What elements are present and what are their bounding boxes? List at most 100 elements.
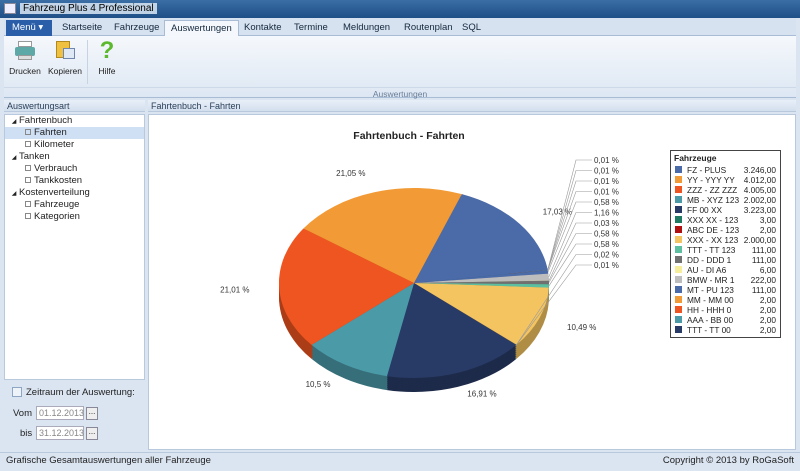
- tree-item[interactable]: Fahrten: [5, 127, 144, 139]
- tab-auswertungen[interactable]: Auswertungen: [164, 20, 239, 37]
- legend-label: YY - YYY YY: [687, 175, 735, 185]
- tree-item[interactable]: Verbrauch: [5, 163, 144, 175]
- legend-item: MT - PU 123 111,00: [674, 285, 777, 295]
- tab-routenplan[interactable]: Routenplan: [404, 22, 453, 33]
- window-title: Fahrzeug Plus 4 Professional: [20, 3, 157, 14]
- app-icon: [4, 3, 16, 14]
- node-icon: [25, 201, 31, 207]
- to-date-input[interactable]: 31.12.2013: [36, 426, 84, 440]
- legend-swatch: [675, 326, 682, 333]
- pie-label-leader-line: [548, 212, 592, 278]
- tree-item-label: Verbrauch: [34, 163, 78, 174]
- legend-item: XXX - XX 123 2.000,00: [674, 235, 777, 245]
- pie-chart: 21,05 %17,03 %0,01 %0,01 %0,01 %0,01 %0,…: [220, 156, 619, 399]
- tree-item[interactable]: Tankkosten: [5, 175, 144, 187]
- from-date-input[interactable]: 01.12.2013: [36, 406, 84, 420]
- legend-swatch: [675, 186, 682, 193]
- legend-label: ZZZ - ZZ ZZZ: [687, 185, 738, 195]
- tree-item[interactable]: ◢ Fahrtenbuch: [5, 115, 144, 127]
- tree-item[interactable]: Fahrzeuge: [5, 199, 144, 211]
- from-date-picker-button[interactable]: ...: [86, 407, 98, 420]
- help-button[interactable]: ? Hilfe: [88, 39, 126, 77]
- legend-label: AU - DI A6: [687, 265, 727, 275]
- pie-data-label: 0,03 %: [594, 219, 619, 228]
- legend-item: MB - XYZ 123 2.002,00: [674, 195, 777, 205]
- pie-data-label: 0,58 %: [594, 230, 619, 239]
- node-icon: [25, 213, 31, 219]
- tree-item[interactable]: Kilometer: [5, 139, 144, 151]
- pie-label-leader-line: [547, 159, 592, 271]
- tab-fahrzeuge[interactable]: Fahrzeuge: [114, 22, 160, 33]
- tab-meldungen[interactable]: Meldungen: [343, 22, 391, 33]
- legend-label: MB - XYZ 123: [687, 195, 740, 205]
- legend-value: 2.000,00: [743, 235, 776, 245]
- legend-swatch: [675, 236, 682, 243]
- tab-menu[interactable]: Menü ▾: [6, 20, 52, 36]
- tab-kontakte[interactable]: Kontakte: [244, 22, 282, 33]
- legend-swatch: [675, 226, 682, 233]
- pie-slice: [414, 280, 549, 285]
- pie-label-leader-line: [548, 222, 592, 281]
- tree-item[interactable]: ◢ Tanken: [5, 151, 144, 163]
- legend-value: 3,00: [759, 215, 776, 225]
- legend-value: 6,00: [759, 265, 776, 275]
- legend-value: 4.012,00: [743, 175, 776, 185]
- legend-item: XXX XX - 123 3,00: [674, 215, 777, 225]
- legend-label: BMW - MR 1: [687, 275, 735, 285]
- tree-item-label: Tanken: [19, 151, 50, 162]
- pie-label-leader-line: [547, 180, 592, 271]
- tree-item-label: Kilometer: [34, 139, 75, 150]
- tab-startseite[interactable]: Startseite: [62, 22, 103, 33]
- pie-data-label: 0,01 %: [594, 156, 619, 165]
- legend-title: Fahrzeuge: [674, 153, 717, 163]
- tree-item-label: Tankkosten: [34, 175, 83, 186]
- pie-slice: [279, 228, 414, 345]
- chart-legend: Fahrzeuge FZ - PLUS 3.246,00 YY - YYY YY 4.…: [670, 150, 781, 338]
- ribbon-group-label: Auswertungen: [4, 87, 796, 99]
- legend-value: 2,00: [759, 305, 776, 315]
- period-checkbox[interactable]: [12, 387, 22, 397]
- legend-label: DD - DDD 1: [687, 255, 732, 265]
- node-icon: [25, 141, 31, 147]
- pie-slice: [414, 194, 548, 283]
- legend-item: MM - MM 00 2,00: [674, 295, 777, 305]
- pie-data-label: 10,49 %: [567, 323, 596, 332]
- expand-arrow-icon[interactable]: ◢: [11, 119, 17, 125]
- tab-sql[interactable]: SQL: [462, 22, 482, 33]
- tab-termine[interactable]: Termine: [294, 22, 328, 33]
- pie-slice: [386, 283, 517, 378]
- printer-icon: [14, 40, 36, 62]
- legend-label: MM - MM 00: [687, 295, 734, 305]
- pie-data-label: 10,5 %: [306, 380, 331, 389]
- legend-label: XXX XX - 123: [687, 215, 739, 225]
- main-panel: Fahrtenbuch - Fahrten Fahrtenbuch - Fahr…: [148, 100, 796, 450]
- copy-label: Kopieren: [47, 66, 83, 76]
- legend-item: AU - DI A6 6,00: [674, 265, 777, 275]
- pie-label-leader-line: [548, 243, 592, 287]
- pie-label-leader-line: [516, 264, 592, 346]
- legend-value: 2.002,00: [743, 195, 776, 205]
- legend-swatch: [675, 316, 682, 323]
- print-button[interactable]: Drucken: [6, 40, 44, 76]
- legend-label: FZ - PLUS: [687, 165, 727, 175]
- status-text: Grafische Gesamtauswertungen aller Fahrz…: [6, 455, 211, 466]
- expand-arrow-icon[interactable]: ◢: [11, 191, 17, 197]
- tree-item[interactable]: ◢ Kostenverteilung: [5, 187, 144, 199]
- legend-swatch: [675, 196, 682, 203]
- tree-item-label: Kostenverteilung: [19, 187, 90, 198]
- tree-item[interactable]: Kategorien: [5, 211, 144, 223]
- title-bar: Fahrzeug Plus 4 Professional: [0, 0, 800, 18]
- pie-slice: [303, 188, 462, 283]
- legend-swatch: [675, 306, 682, 313]
- tree-item-label: Fahrten: [34, 127, 67, 138]
- legend-label: XXX - XX 123: [687, 235, 739, 245]
- pie-data-label: 0,01 %: [594, 177, 619, 186]
- pie-data-label: 17,03 %: [543, 208, 572, 217]
- to-date-picker-button[interactable]: ...: [86, 427, 98, 440]
- legend-swatch: [675, 266, 682, 273]
- legend-value: 111,00: [751, 255, 776, 265]
- copy-button[interactable]: Kopieren: [46, 40, 84, 76]
- ribbon: Drucken Kopieren ? Hilfe Auswertungen: [4, 36, 796, 99]
- expand-arrow-icon[interactable]: ◢: [11, 155, 17, 161]
- legend-value: 3.223,00: [743, 205, 776, 215]
